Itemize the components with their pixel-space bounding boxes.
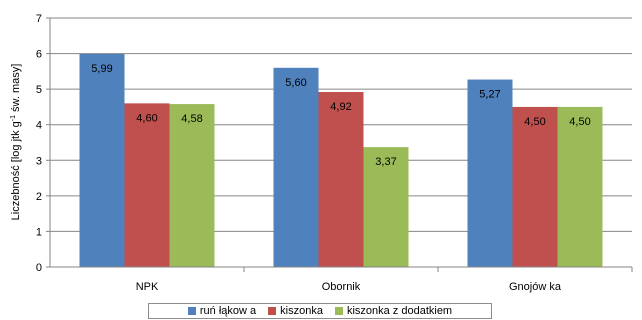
data-label: 4,92 xyxy=(330,101,351,113)
y-tick-label: 7 xyxy=(36,13,42,25)
bar-1-1 xyxy=(79,53,125,268)
legend-swatch xyxy=(268,307,277,315)
y-tick-label: 5 xyxy=(36,84,42,96)
y-axis-ticks: 0 1 2 3 4 5 6 7 xyxy=(36,13,50,274)
data-label: 3,37 xyxy=(375,156,396,168)
x-tick-label: NPK xyxy=(136,281,159,293)
bar-3-3 xyxy=(557,106,603,267)
data-label: 4,50 xyxy=(524,116,545,128)
x-tick-label: Obornik xyxy=(322,281,361,293)
y-tick-label: 4 xyxy=(36,120,42,132)
legend-item: kiszonka xyxy=(268,305,323,317)
bars: 5,99 4,60 4,58 5,60 4,92 3,37 5,27 4,50 4,50 xyxy=(79,53,603,268)
y-tick-label: 2 xyxy=(36,191,42,203)
y-axis-title: Liczebność [log jtk g-1 św. masy] xyxy=(10,64,22,221)
legend-label: kiszonka xyxy=(280,305,323,317)
bar-3-2 xyxy=(363,147,409,267)
data-label: 5,27 xyxy=(479,89,500,101)
x-axis-ticks: NPK Obornik Gnojów ka xyxy=(136,267,633,293)
bar-2-2 xyxy=(318,91,364,267)
bar-2-1 xyxy=(124,103,170,267)
legend-label: ruń łąkow a xyxy=(199,305,257,317)
data-label: 5,99 xyxy=(91,63,112,75)
y-tick-label: 1 xyxy=(36,226,42,238)
data-label: 4,60 xyxy=(136,112,157,124)
y-tick-label: 6 xyxy=(36,49,42,61)
bar-1-3 xyxy=(467,79,513,267)
bar-2-3 xyxy=(512,106,558,267)
legend-swatch xyxy=(187,307,196,315)
y-tick-label: 0 xyxy=(36,262,42,274)
data-label: 4,58 xyxy=(181,113,202,125)
bar-1-2 xyxy=(273,67,319,267)
y-tick-label: 3 xyxy=(36,155,42,167)
bar-3-1 xyxy=(169,104,215,267)
legend-label: kiszonka z dodatkiem xyxy=(346,305,453,317)
x-tick-label: Gnojów ka xyxy=(509,281,562,293)
legend-swatch xyxy=(334,307,343,315)
legend: ruń łąkow a kiszonka kiszonka z dodatkiem xyxy=(148,303,492,319)
data-label: 5,60 xyxy=(285,77,306,89)
legend-item: kiszonka z dodatkiem xyxy=(334,305,453,317)
legend-item: ruń łąkow a xyxy=(187,305,257,317)
data-label: 4,50 xyxy=(569,116,590,128)
